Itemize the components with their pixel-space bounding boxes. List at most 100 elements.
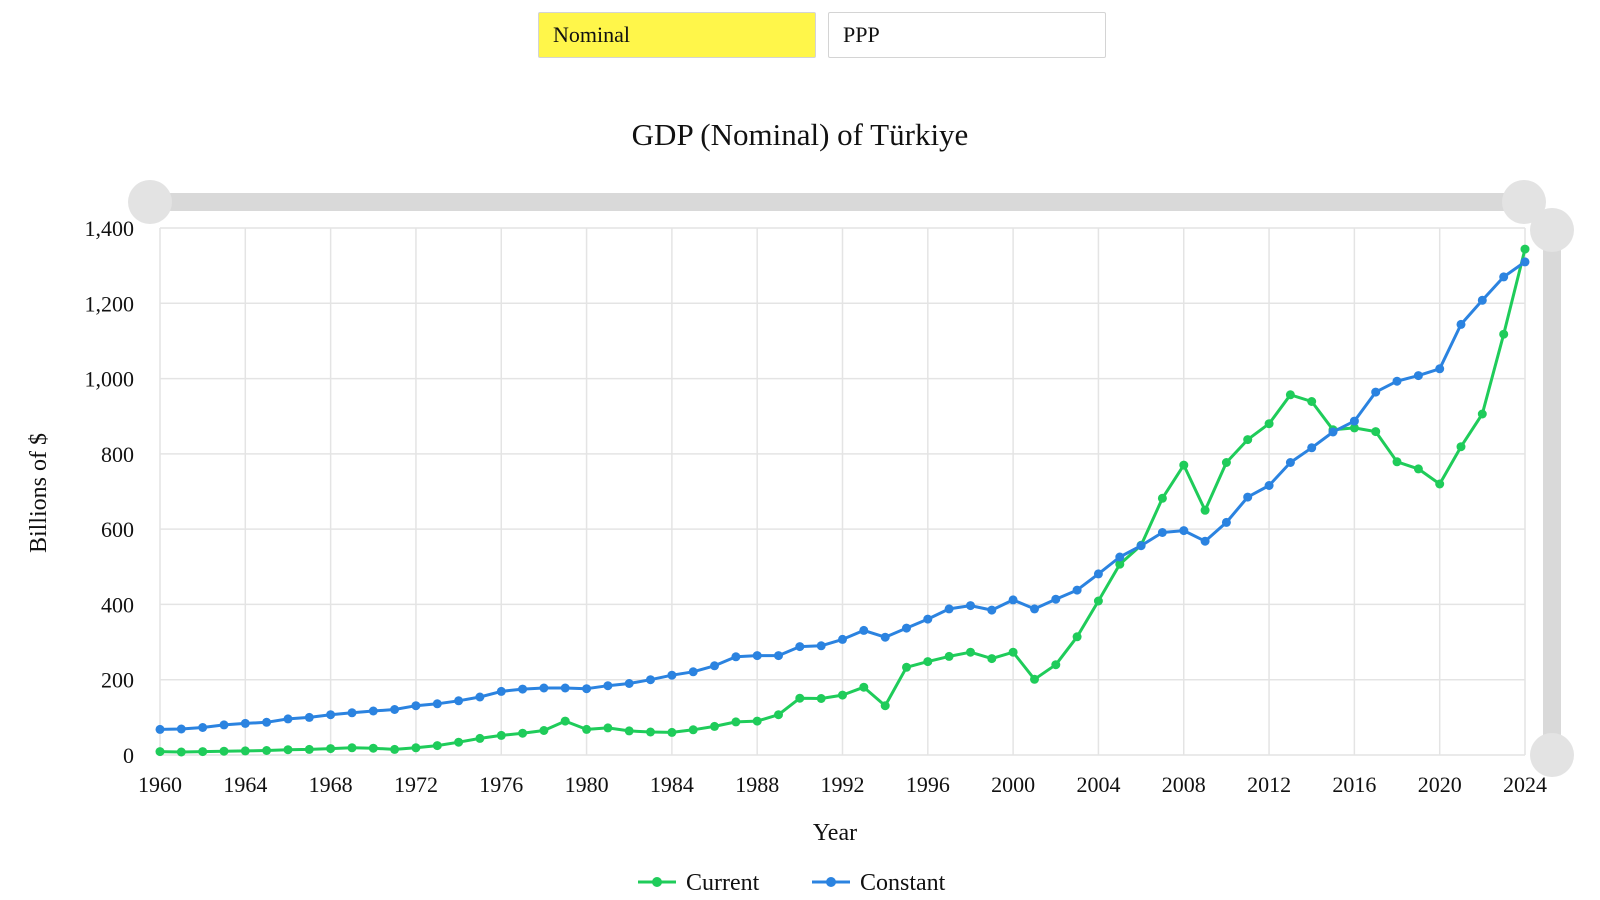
point-current-1991[interactable] — [816, 694, 826, 703]
point-current-2005[interactable] — [1115, 559, 1125, 569]
point-current-1975[interactable] — [475, 733, 485, 743]
point-constant-1961[interactable] — [176, 724, 186, 734]
point-current-1990[interactable] — [795, 693, 805, 703]
point-current-2011[interactable] — [1243, 435, 1253, 445]
point-constant-1976[interactable] — [496, 686, 506, 696]
point-current-1972[interactable] — [411, 743, 421, 753]
point-constant-1987[interactable] — [731, 652, 741, 662]
point-constant-1969[interactable] — [347, 708, 357, 718]
point-current-2024[interactable] — [1520, 244, 1530, 254]
point-current-2004[interactable] — [1093, 596, 1103, 606]
point-constant-2019[interactable] — [1413, 371, 1423, 381]
point-constant-1980[interactable] — [582, 684, 592, 694]
point-current-2021[interactable] — [1456, 442, 1466, 452]
point-constant-1971[interactable] — [390, 705, 400, 714]
point-current-1993[interactable] — [859, 682, 869, 692]
point-current-2018[interactable] — [1392, 457, 1402, 467]
point-constant-1988[interactable] — [752, 651, 762, 661]
point-current-1989[interactable] — [774, 710, 783, 720]
point-current-1979[interactable] — [560, 716, 570, 726]
point-constant-1991[interactable] — [816, 641, 826, 651]
point-constant-2015[interactable] — [1328, 427, 1338, 437]
point-current-1961[interactable] — [176, 747, 186, 757]
point-constant-1960[interactable] — [155, 724, 165, 734]
point-current-2001[interactable] — [1030, 674, 1039, 684]
point-constant-2003[interactable] — [1072, 585, 1082, 595]
point-current-2013[interactable] — [1285, 390, 1295, 400]
point-current-1966[interactable] — [283, 745, 293, 755]
point-current-1996[interactable] — [923, 657, 933, 667]
point-constant-2014[interactable] — [1307, 443, 1317, 453]
point-constant-1975[interactable] — [475, 692, 485, 702]
point-current-2016[interactable] — [1349, 423, 1359, 433]
point-constant-2005[interactable] — [1115, 552, 1125, 562]
point-current-1983[interactable] — [646, 727, 655, 737]
point-current-2003[interactable] — [1072, 632, 1082, 642]
point-constant-2017[interactable] — [1371, 387, 1381, 397]
point-constant-1992[interactable] — [838, 634, 847, 644]
point-constant-2009[interactable] — [1200, 536, 1210, 546]
point-constant-2020[interactable] — [1435, 364, 1445, 374]
point-constant-2004[interactable] — [1093, 569, 1103, 579]
point-current-2022[interactable] — [1477, 409, 1487, 419]
point-current-1988[interactable] — [752, 716, 762, 726]
point-current-2002[interactable] — [1051, 660, 1061, 670]
point-current-2014[interactable] — [1307, 397, 1317, 406]
point-constant-1985[interactable] — [688, 667, 698, 677]
tab-nominal[interactable]: Nominal — [538, 12, 816, 58]
point-current-1973[interactable] — [432, 741, 442, 751]
point-constant-1978[interactable] — [539, 683, 549, 693]
point-current-1963[interactable] — [219, 746, 229, 756]
point-constant-2008[interactable] — [1179, 526, 1189, 536]
point-current-2008[interactable] — [1179, 460, 1189, 470]
point-current-1969[interactable] — [347, 743, 357, 753]
point-current-2023[interactable] — [1499, 329, 1509, 339]
point-current-1965[interactable] — [262, 746, 272, 755]
point-current-1982[interactable] — [624, 726, 634, 736]
point-current-1986[interactable] — [710, 721, 719, 731]
point-current-1981[interactable] — [603, 723, 613, 733]
point-current-1967[interactable] — [304, 744, 314, 754]
point-constant-1995[interactable] — [902, 623, 911, 633]
point-constant-2000[interactable] — [1008, 595, 1018, 605]
point-constant-1981[interactable] — [603, 681, 613, 691]
point-constant-1993[interactable] — [859, 625, 869, 635]
point-current-1992[interactable] — [838, 690, 847, 700]
point-current-1987[interactable] — [731, 717, 741, 727]
point-constant-1968[interactable] — [326, 710, 336, 720]
y-range-slider[interactable] — [1530, 208, 1574, 777]
point-constant-2011[interactable] — [1243, 492, 1253, 502]
point-current-1999[interactable] — [987, 654, 997, 664]
point-constant-1986[interactable] — [710, 661, 719, 671]
point-current-2019[interactable] — [1413, 464, 1423, 474]
point-current-1962[interactable] — [198, 747, 208, 757]
point-current-1995[interactable] — [902, 662, 911, 672]
point-constant-1994[interactable] — [880, 632, 890, 642]
x-range-start-handle[interactable] — [128, 180, 172, 224]
point-constant-1983[interactable] — [646, 675, 655, 685]
point-current-2020[interactable] — [1435, 479, 1445, 489]
point-constant-2023[interactable] — [1499, 272, 1509, 282]
point-current-1984[interactable] — [667, 727, 677, 737]
point-current-2000[interactable] — [1008, 647, 1018, 657]
point-constant-2006[interactable] — [1136, 541, 1146, 551]
point-constant-1997[interactable] — [944, 604, 954, 614]
point-current-1976[interactable] — [496, 730, 506, 740]
point-constant-2012[interactable] — [1264, 481, 1274, 490]
point-current-2012[interactable] — [1264, 419, 1274, 429]
x-range-slider[interactable] — [128, 180, 1546, 224]
x-range-track[interactable] — [150, 193, 1520, 211]
point-constant-2021[interactable] — [1456, 319, 1466, 329]
point-constant-1962[interactable] — [198, 723, 208, 732]
point-current-1998[interactable] — [966, 647, 975, 657]
point-current-1985[interactable] — [688, 725, 698, 735]
point-constant-1964[interactable] — [240, 718, 250, 728]
point-constant-2010[interactable] — [1221, 517, 1231, 527]
point-constant-1977[interactable] — [518, 684, 528, 694]
point-constant-1982[interactable] — [624, 679, 634, 688]
point-constant-2022[interactable] — [1477, 295, 1487, 305]
point-current-2009[interactable] — [1200, 505, 1210, 515]
x-range-end-handle[interactable] — [1502, 180, 1546, 224]
point-current-1997[interactable] — [944, 651, 954, 661]
point-constant-2013[interactable] — [1285, 458, 1295, 467]
